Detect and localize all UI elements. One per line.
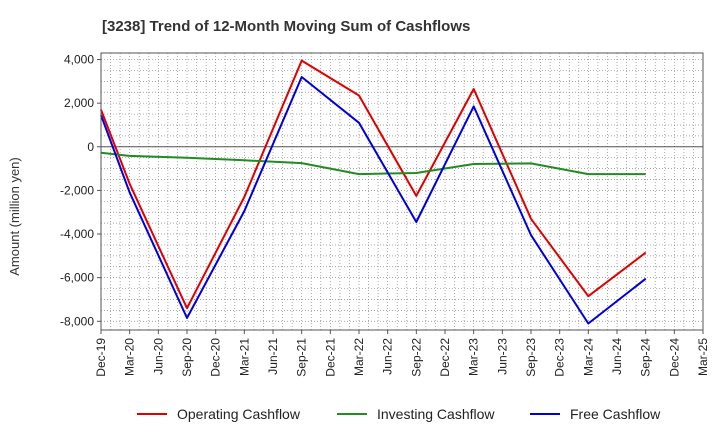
y-tick-label: -6,000 bbox=[60, 271, 94, 285]
legend-item-operating-cashflow: Operating Cashflow bbox=[137, 406, 301, 422]
x-tick-label: Dec-21 bbox=[323, 338, 337, 377]
y-axis-ticks: 4,000 2,000 0 -2,000 -4,000 -6,000 -8,000 bbox=[60, 53, 101, 328]
x-tick-label: Mar-24 bbox=[581, 338, 595, 376]
y-tick-label: 2,000 bbox=[64, 96, 94, 110]
series-line-investing-cashflow bbox=[100, 151, 646, 176]
y-tick-label: 0 bbox=[87, 140, 94, 154]
x-tick-label: Sep-21 bbox=[295, 338, 309, 377]
legend-label: Investing Cashflow bbox=[377, 406, 495, 422]
x-tick-label: Jun-23 bbox=[495, 338, 509, 375]
x-tick-label: Jun-22 bbox=[381, 338, 395, 375]
x-tick-label: Dec-19 bbox=[94, 338, 108, 377]
chart-title: [3238] Trend of 12-Month Moving Sum of C… bbox=[102, 18, 470, 35]
y-tick-label: -2,000 bbox=[60, 183, 94, 197]
legend-label: Operating Cashflow bbox=[177, 406, 301, 422]
y-axis-label: Amount (million yen) bbox=[7, 157, 22, 276]
x-tick-label: Mar-20 bbox=[123, 338, 137, 376]
x-tick-label: Dec-22 bbox=[438, 338, 452, 377]
x-tick-label: Sep-24 bbox=[639, 338, 653, 377]
legend-item-investing-cashflow: Investing Cashflow bbox=[337, 406, 495, 422]
x-tick-label: Jun-20 bbox=[151, 338, 165, 375]
x-tick-label: Jun-24 bbox=[610, 338, 624, 375]
x-tick-label: Mar-25 bbox=[696, 338, 710, 376]
y-tick-label: -8,000 bbox=[60, 314, 94, 328]
plot-frame bbox=[100, 52, 704, 331]
series-line-operating-cashflow bbox=[100, 59, 647, 310]
x-tick-label: Mar-22 bbox=[352, 338, 366, 376]
x-tick-label: Mar-23 bbox=[467, 338, 481, 376]
x-tick-label: Dec-20 bbox=[209, 338, 223, 377]
series-line-free-cashflow bbox=[100, 76, 647, 325]
legend-item-free-cashflow: Free Cashflow bbox=[530, 406, 661, 422]
grid bbox=[100, 53, 704, 330]
x-tick-label: Mar-21 bbox=[237, 338, 251, 376]
x-tick-label: Jun-21 bbox=[266, 338, 280, 375]
y-tick-label: 4,000 bbox=[64, 53, 94, 67]
x-tick-label: Sep-23 bbox=[524, 338, 538, 377]
x-axis-ticks: Dec-19 Mar-20 Jun-20 Sep-20 Dec-20 Mar-21 Jun-… bbox=[94, 330, 710, 377]
legend-label: Free Cashflow bbox=[570, 406, 661, 422]
series-layer bbox=[100, 59, 647, 325]
x-tick-label: Sep-20 bbox=[180, 338, 194, 377]
x-tick-label: Dec-23 bbox=[553, 338, 567, 377]
x-tick-label: Dec-24 bbox=[667, 338, 681, 377]
y-tick-label: -4,000 bbox=[60, 227, 94, 241]
legend: Operating Cashflow Investing Cashflow Free… bbox=[137, 406, 661, 422]
x-tick-label: Sep-22 bbox=[409, 338, 423, 377]
